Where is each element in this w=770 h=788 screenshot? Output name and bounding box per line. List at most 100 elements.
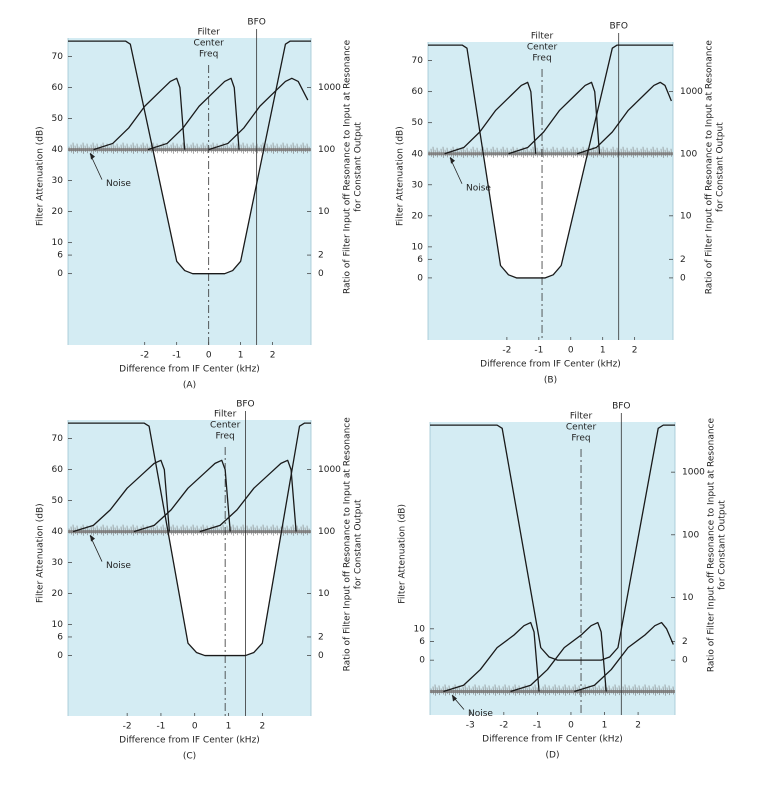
- noise-hatch: [614, 149, 616, 157]
- noise-hatch: [124, 145, 126, 153]
- noise-hatch: [130, 144, 132, 153]
- noise-hatch: [264, 145, 266, 153]
- y2-axis-label: for Constant Output: [354, 499, 364, 589]
- noise-hatch: [572, 146, 574, 158]
- noise-hatch: [158, 528, 160, 534]
- noise-hatch: [162, 524, 164, 536]
- noise-hatch: [634, 684, 636, 696]
- marker-label: BFO: [612, 402, 630, 412]
- noise-hatch: [544, 684, 546, 696]
- x-tick-label: -1: [534, 346, 543, 356]
- noise-hatch: [144, 145, 146, 153]
- noise-label: Noise: [468, 709, 493, 719]
- noise-hatch: [478, 150, 480, 156]
- caption: (A): [183, 381, 196, 391]
- noise-hatch: [614, 684, 616, 696]
- noise-hatch: [500, 148, 502, 157]
- noise-hatch: [254, 145, 256, 153]
- noise-hatch: [240, 526, 242, 535]
- noise-hatch: [258, 528, 260, 534]
- y-tick-label: 0: [57, 269, 63, 279]
- noise-hatch: [608, 150, 610, 156]
- noise-hatch: [112, 142, 114, 154]
- noise-hatch: [306, 525, 308, 536]
- noise-hatch: [88, 146, 90, 152]
- noise-floor: [68, 142, 311, 154]
- noise-hatch: [464, 684, 466, 696]
- noise-hatch: [610, 688, 612, 694]
- noise-hatch: [546, 147, 548, 158]
- noise-hatch: [286, 143, 288, 154]
- noise-floor: [430, 684, 675, 696]
- noise-hatch: [476, 147, 478, 158]
- noise-hatch: [478, 685, 480, 696]
- response-curve: [443, 621, 540, 693]
- noise-hatch: [468, 150, 470, 156]
- noise-hatch: [292, 142, 294, 154]
- x-tick-label: 1: [602, 721, 608, 731]
- noise-hatch: [184, 527, 186, 535]
- x-axis-label: Difference from IF Center (kHz): [480, 360, 621, 370]
- noise-hatch: [272, 142, 274, 154]
- noise-hatch: [622, 146, 624, 158]
- y2-tick-label: 2: [318, 251, 324, 261]
- noise-hatch: [182, 524, 184, 536]
- noise-hatch: [442, 686, 444, 695]
- y-tick-label: 6: [57, 632, 63, 642]
- noise-hatch: [540, 148, 542, 157]
- noise-hatch: [172, 142, 174, 154]
- y2-tick-label: 2: [680, 255, 686, 265]
- noise-hatch: [650, 688, 652, 694]
- noise-hatch: [630, 148, 632, 157]
- noise-hatch: [562, 686, 564, 695]
- noise-hatch: [560, 148, 562, 157]
- noise-hatch: [502, 146, 504, 158]
- noise-hatch: [282, 142, 284, 154]
- noise-hatch: [526, 687, 528, 694]
- y2-tick-label: 1000: [680, 87, 703, 97]
- y2-tick-label: 100: [318, 145, 335, 155]
- noise-hatch: [254, 527, 256, 535]
- noise-hatch: [280, 144, 282, 153]
- noise-hatch: [532, 686, 534, 695]
- noise-hatch: [526, 147, 528, 158]
- marker-label: BFO: [609, 22, 627, 32]
- noise-hatch: [122, 142, 124, 154]
- noise-hatch: [76, 143, 78, 154]
- noise-hatch: [458, 150, 460, 156]
- noise-hatch: [252, 524, 254, 536]
- noise-hatch: [242, 142, 244, 154]
- noise-hatch: [564, 684, 566, 696]
- noise-hatch: [442, 146, 444, 158]
- noise-hatch: [268, 528, 270, 534]
- noise-hatch: [610, 148, 612, 157]
- noise-hatch: [448, 150, 450, 156]
- noise-hatch: [284, 527, 286, 535]
- noise-hatch: [258, 146, 260, 152]
- noise-hatch: [656, 147, 658, 158]
- noise-hatch: [256, 525, 258, 536]
- noise-hatch: [236, 525, 238, 536]
- chart-panel: 0 6 10 20 30 40 50 60 70 0 2 10 100 1000 -2 -1 0 1 2 Differ…: [36, 400, 364, 762]
- noise-hatch: [70, 526, 72, 535]
- noise-hatch: [88, 528, 90, 534]
- x-tick-label: 2: [635, 721, 641, 731]
- noise-hatch: [494, 684, 496, 696]
- noise-hatch: [250, 144, 252, 153]
- noise-hatch: [182, 142, 184, 154]
- marker-label: Freq: [199, 50, 218, 60]
- noise-hatch: [642, 146, 644, 158]
- noise-hatch: [104, 527, 106, 535]
- noise-hatch: [570, 148, 572, 157]
- noise-hatch: [142, 142, 144, 154]
- noise-hatch: [642, 686, 644, 695]
- noise-label: Noise: [106, 179, 131, 189]
- noise-hatch: [460, 688, 462, 694]
- noise-hatch: [508, 685, 510, 696]
- noise-hatch: [180, 144, 182, 153]
- marker-label: Filter: [214, 410, 237, 420]
- marker-label: Filter: [198, 28, 221, 38]
- noise-hatch: [288, 528, 290, 534]
- x-tick-label: -2: [502, 346, 511, 356]
- noise-hatch: [450, 148, 452, 157]
